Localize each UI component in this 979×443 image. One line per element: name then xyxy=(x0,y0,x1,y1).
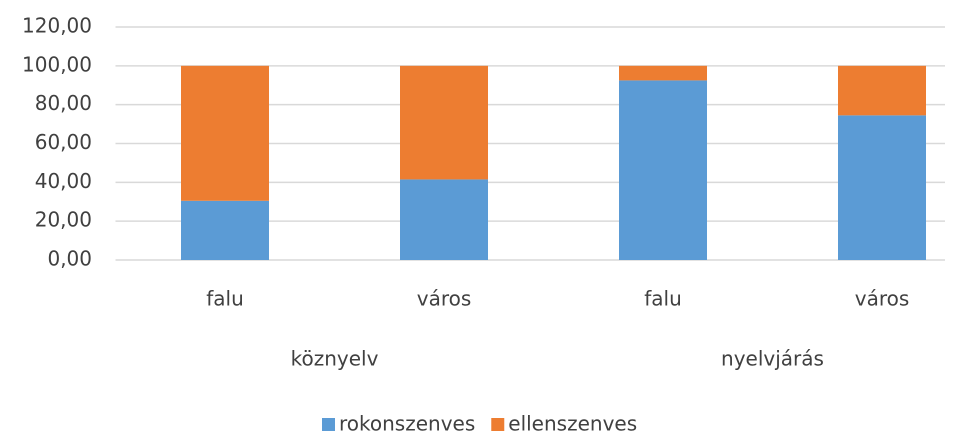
legend-swatch xyxy=(491,418,505,431)
bar-segment xyxy=(838,115,926,261)
y-tick-label: 60,00 xyxy=(35,130,92,154)
x-tick-label: város xyxy=(417,287,472,311)
y-tick-label: 0,00 xyxy=(47,247,92,271)
y-tick-label: 40,00 xyxy=(35,169,92,193)
group-label: nyelvjárás xyxy=(721,347,824,371)
bar-segment xyxy=(181,200,269,260)
group-label: köznyelv xyxy=(291,347,379,371)
y-tick-label: 80,00 xyxy=(35,91,92,115)
y-tick-label: 120,00 xyxy=(22,14,92,38)
y-tick-label: 100,00 xyxy=(22,52,92,76)
legend-swatch xyxy=(322,418,335,431)
legend-label: rokonszenves xyxy=(339,412,475,436)
bar-segment xyxy=(181,65,269,201)
x-tick-label: város xyxy=(855,287,910,311)
bar-segment xyxy=(619,80,707,260)
bar-segment xyxy=(400,65,488,180)
x-tick-label: falu xyxy=(644,287,682,311)
y-tick-label: 20,00 xyxy=(35,208,92,232)
bar-segment xyxy=(400,179,488,260)
bar-segment xyxy=(619,65,707,81)
bar-segment xyxy=(838,65,926,116)
x-tick-label: falu xyxy=(206,287,244,311)
legend-label: ellenszenves xyxy=(508,412,637,436)
